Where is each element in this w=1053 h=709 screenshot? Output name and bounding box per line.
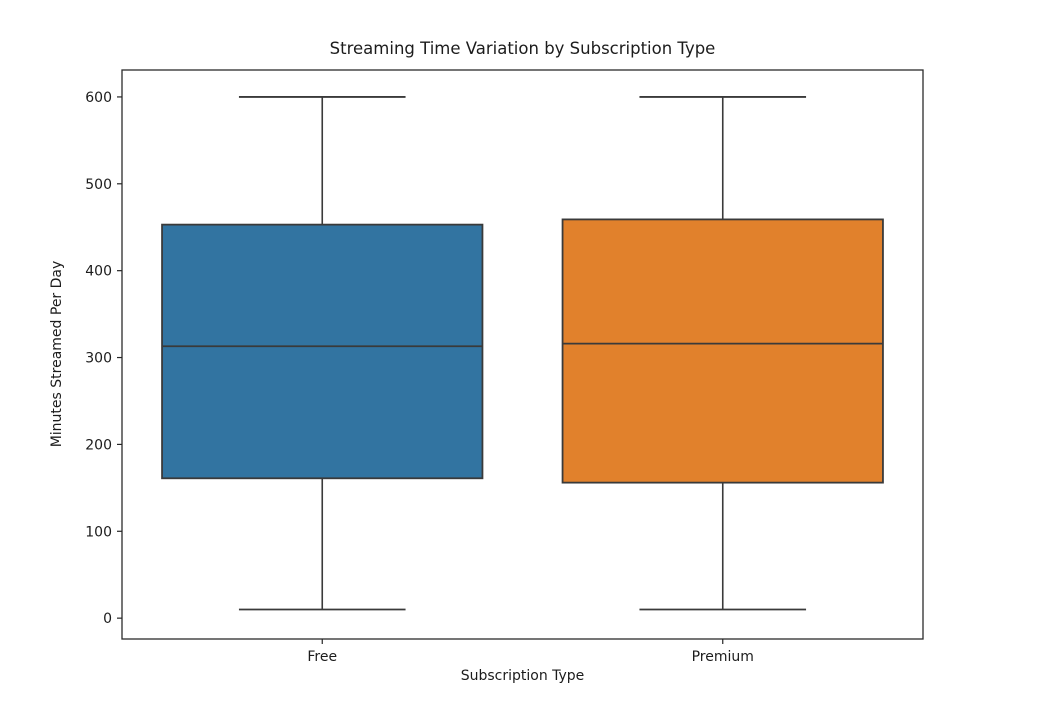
- box-premium: [561, 218, 884, 484]
- x-tick-label-free: Free: [307, 649, 337, 665]
- y-tick-label: 0: [103, 611, 112, 627]
- y-axis-label: Minutes Streamed Per Day: [49, 260, 65, 448]
- y-tick-label: 200: [85, 437, 112, 453]
- x-axis-label: Subscription Type: [460, 668, 585, 684]
- y-tick-label: 500: [85, 177, 112, 193]
- y-tick-label: 300: [85, 351, 112, 367]
- y-tick-label: 400: [85, 264, 112, 280]
- x-tick-label-premium: Premium: [692, 649, 754, 665]
- y-tick-label: 600: [85, 90, 112, 106]
- y-tick-label: 100: [85, 524, 112, 540]
- box-free: [161, 223, 484, 480]
- chart-title: Streaming Time Variation by Subscription…: [329, 39, 716, 58]
